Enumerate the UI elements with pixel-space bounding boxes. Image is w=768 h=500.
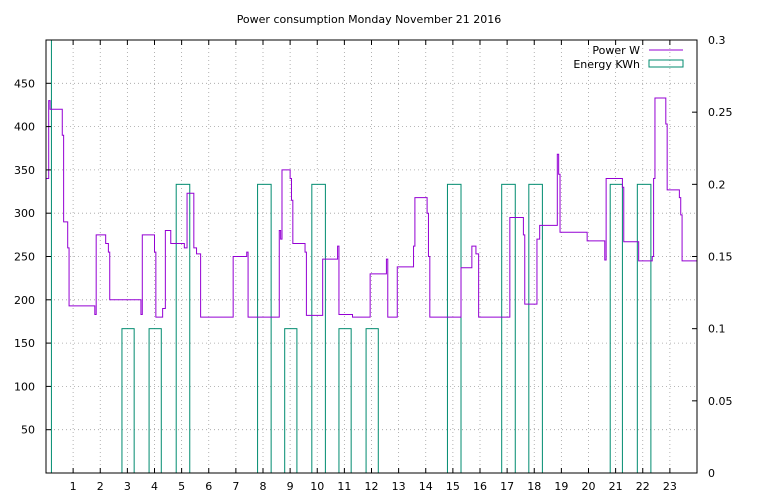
y-right-tick-label: 0.1 bbox=[708, 323, 726, 336]
energy-bar bbox=[501, 183, 516, 474]
x-tick-label: 4 bbox=[151, 480, 158, 493]
x-tick-label: 11 bbox=[337, 480, 351, 493]
x-tick-label: 14 bbox=[419, 480, 433, 493]
x-tick-label: 1 bbox=[70, 480, 77, 493]
x-tick-label: 15 bbox=[446, 480, 460, 493]
legend-label-energy: Energy KWh bbox=[573, 58, 640, 71]
x-tick-label: 9 bbox=[287, 480, 294, 493]
y-right-tick-label: 0 bbox=[708, 467, 715, 480]
legend-label-power: Power W bbox=[592, 44, 640, 57]
energy-bar bbox=[257, 183, 272, 474]
y-right-tick-label: 0.3 bbox=[708, 34, 726, 47]
energy-bar bbox=[636, 183, 652, 474]
y-left-tick-label: 300 bbox=[14, 207, 35, 220]
x-tick-label: 13 bbox=[392, 480, 406, 493]
axis-ticks: 1 2 3 4 5 6 7 8 9 10 11 12 13 14 15 16 17 18 19 20 21 22 23501… bbox=[14, 34, 733, 493]
x-tick-label: 3 bbox=[124, 480, 131, 493]
energy-bar bbox=[338, 328, 352, 474]
y-left-tick-label: 150 bbox=[14, 337, 35, 350]
grid bbox=[46, 40, 697, 473]
y-left-tick-label: 100 bbox=[14, 380, 35, 393]
y-left-tick-label: 400 bbox=[14, 121, 35, 134]
power-line bbox=[46, 97, 697, 318]
x-tick-label: 19 bbox=[554, 480, 568, 493]
x-tick-label: 10 bbox=[310, 480, 324, 493]
x-tick-label: 22 bbox=[636, 480, 650, 493]
energy-bar bbox=[609, 183, 623, 474]
y-right-tick-label: 0.15 bbox=[708, 251, 733, 264]
energy-bar bbox=[284, 328, 298, 474]
x-tick-label: 20 bbox=[582, 480, 596, 493]
energy-bar bbox=[148, 328, 162, 474]
power-series bbox=[46, 97, 697, 318]
y-right-tick-label: 0.2 bbox=[708, 178, 726, 191]
y-left-tick-label: 450 bbox=[14, 77, 35, 90]
y-right-tick-label: 0.25 bbox=[708, 106, 733, 119]
chart-title: Power consumption Monday November 21 201… bbox=[237, 13, 502, 26]
x-tick-label: 8 bbox=[260, 480, 267, 493]
x-tick-label: 18 bbox=[527, 480, 541, 493]
x-tick-label: 12 bbox=[365, 480, 379, 493]
y-left-tick-label: 50 bbox=[21, 424, 35, 437]
x-tick-label: 16 bbox=[473, 480, 487, 493]
x-tick-label: 6 bbox=[205, 480, 212, 493]
y-right-tick-label: 0.05 bbox=[708, 395, 733, 408]
energy-bar bbox=[365, 328, 379, 474]
legend-swatch-energy bbox=[648, 59, 684, 68]
x-tick-label: 7 bbox=[232, 480, 239, 493]
energy-bar bbox=[121, 328, 135, 474]
y-left-tick-label: 250 bbox=[14, 251, 35, 264]
x-tick-label: 17 bbox=[500, 480, 514, 493]
y-left-tick-label: 200 bbox=[14, 294, 35, 307]
x-tick-label: 2 bbox=[97, 480, 104, 493]
energy-series bbox=[45, 39, 652, 474]
x-tick-label: 23 bbox=[663, 480, 677, 493]
x-tick-label: 21 bbox=[609, 480, 623, 493]
x-tick-label: 5 bbox=[178, 480, 185, 493]
y-left-tick-label: 350 bbox=[14, 164, 35, 177]
